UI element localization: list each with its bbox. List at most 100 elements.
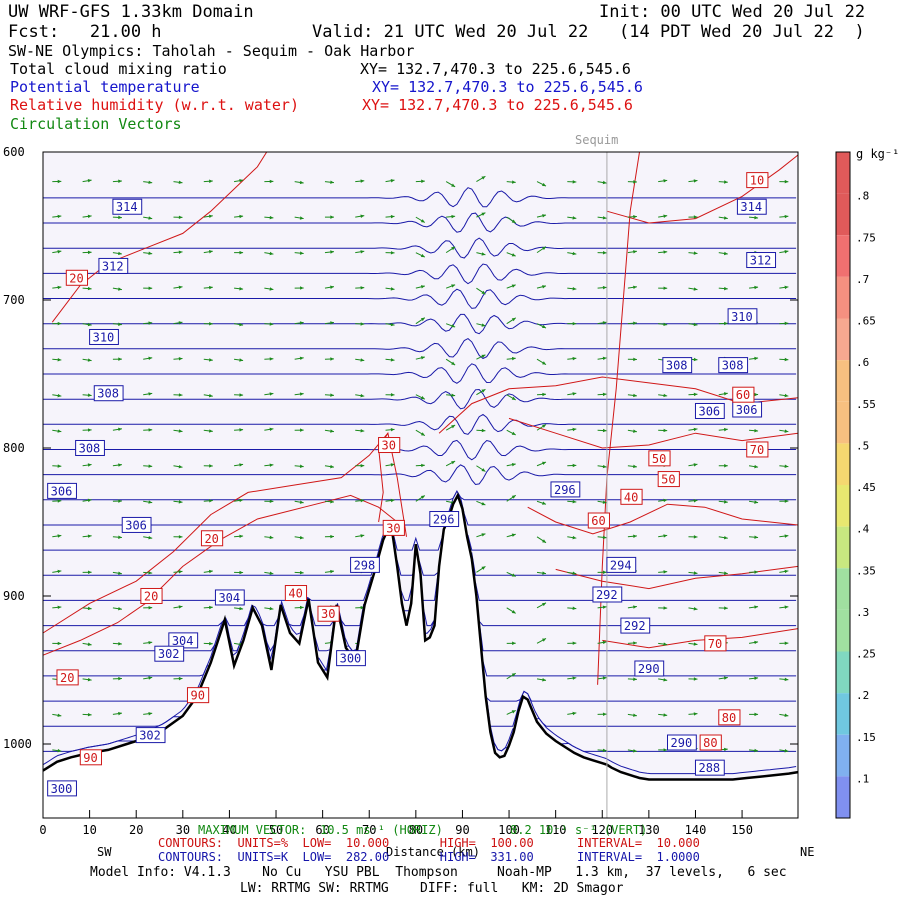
rh-contour-label-box (382, 519, 405, 536)
circulation-vector-head (511, 462, 516, 467)
circulation-vector-head (87, 250, 92, 255)
theta-contour (43, 439, 797, 461)
circulation-vector-head (87, 534, 92, 538)
circulation-vector-head (118, 287, 122, 291)
circulation-vector-head (57, 214, 62, 219)
circulation-vector-head (330, 429, 334, 433)
circulation-vector-head (663, 534, 668, 538)
field-rh-xy: XY= 132.7,470.3 to 225.6,545.6 (362, 96, 633, 114)
circulation-vector-head (57, 641, 62, 646)
theta-contour-label-box (47, 780, 77, 797)
rh-contour-label: 70 (708, 637, 722, 651)
circulation-vector-head (148, 640, 153, 645)
theta-contour (43, 187, 797, 208)
x-tick-label: 60 (315, 823, 329, 837)
theta-contour (43, 490, 797, 526)
circulation-vector-head (148, 216, 153, 220)
circulation-vector-head (511, 610, 516, 614)
theta-contour (43, 338, 797, 360)
circulation-vector-head (178, 321, 183, 325)
circulation-vector-head (633, 641, 637, 645)
circulation-vector-head (602, 251, 607, 255)
theta-contour-label: 292 (624, 619, 646, 633)
circulation-vector-head (542, 539, 547, 543)
circulation-vector-head (481, 252, 486, 256)
circulation-vector-head (209, 499, 213, 503)
circulation-vector-head (693, 677, 698, 681)
rh-contour (438, 376, 799, 434)
circulation-vector-head (269, 427, 274, 432)
theta-contour-label-box (592, 586, 623, 603)
circulation-vector-head (633, 713, 637, 717)
circulation-vector-head (784, 534, 789, 538)
field-theta-label: Potential temperature (10, 78, 200, 96)
circulation-vector-head (360, 322, 365, 326)
circulation-vector-head (87, 428, 92, 432)
theta-contour-label-box (350, 556, 380, 573)
circulation-vector-head (542, 602, 547, 607)
circulation-vector-head (390, 287, 395, 291)
circulation-vector-head (451, 183, 456, 187)
circulation-vector-head (87, 393, 92, 397)
circulation-vector-head (87, 214, 92, 219)
rh-contour-label-box (186, 687, 210, 704)
circulation-vector-head (723, 427, 728, 432)
circulation-vector-head (511, 495, 516, 499)
circulation-vector-head (572, 356, 577, 361)
theta-contour (43, 641, 797, 677)
rh-contour-label-box (746, 172, 769, 189)
circulation-vector-head (208, 393, 213, 398)
forecast-hour: Fcst: 21.00 h (8, 22, 162, 42)
theta-contour-label-box (47, 482, 77, 499)
circulation-vector-head (633, 215, 637, 219)
circulation-vector-head (542, 678, 547, 682)
rh-contour (508, 417, 799, 449)
circulation-vector-head (148, 711, 153, 716)
circulation-vector-head (178, 535, 183, 539)
y-tick-label: 700 (3, 293, 25, 307)
x-tick-label: 150 (731, 823, 753, 837)
circulation-vector-head (481, 212, 486, 216)
circulation-vector-head (663, 428, 668, 433)
circulation-vector-head (178, 215, 183, 220)
theta-contour-label: 304 (218, 591, 240, 605)
circulation-vector-head (724, 463, 728, 468)
rh-contour-label: 20 (204, 532, 218, 546)
x-axis-title: Distance (km) (386, 845, 480, 859)
circulation-vector-head (239, 250, 244, 255)
circulation-vector-head (572, 711, 577, 716)
circulation-vector-head (360, 179, 365, 183)
theta-contour-label-box (634, 660, 665, 677)
colorbar-segment (836, 776, 850, 818)
rh-contour-label: 10 (750, 174, 764, 188)
colorbar-tick-label: .15 (856, 731, 876, 744)
colorbar-tick-label: .4 (856, 523, 870, 536)
colorbar-tick-label: .55 (856, 398, 876, 411)
colorbar-segment (836, 693, 850, 735)
rh-contour-label: 90 (83, 751, 97, 765)
circulation-vector-head (723, 535, 728, 540)
rh-contour-info: CONTOURS: UNITS=% LOW= 10.000 HIGH= 100.… (158, 836, 700, 850)
rh-contour-label: 60 (736, 388, 750, 402)
circulation-vector-head (360, 498, 365, 503)
circulation-vector-head (209, 285, 213, 290)
circulation-vector-head (57, 713, 62, 718)
circulation-vector-head (511, 431, 516, 435)
colorbar-tick-label: .75 (856, 231, 876, 244)
circulation-vector-head (572, 321, 577, 326)
theta-contour-label: 308 (79, 441, 101, 455)
circulation-vector-head (481, 389, 486, 393)
circulation-vector-head (633, 605, 637, 609)
circulation-vector-head (724, 606, 728, 610)
circulation-vector-head (269, 287, 274, 291)
circulation-vector-head (87, 570, 92, 575)
circulation-vector-head (754, 640, 759, 645)
circulation-vector-head (390, 214, 395, 219)
rh-contour-label-box (65, 269, 89, 286)
rh-contour-label-box (704, 635, 727, 652)
colorbar-tick-label: .8 (856, 190, 869, 203)
circulation-vector-head (178, 676, 183, 681)
circulation-vector-head (784, 677, 789, 682)
circulation-vector-head (754, 356, 759, 361)
x-tick-label: 70 (362, 823, 376, 837)
